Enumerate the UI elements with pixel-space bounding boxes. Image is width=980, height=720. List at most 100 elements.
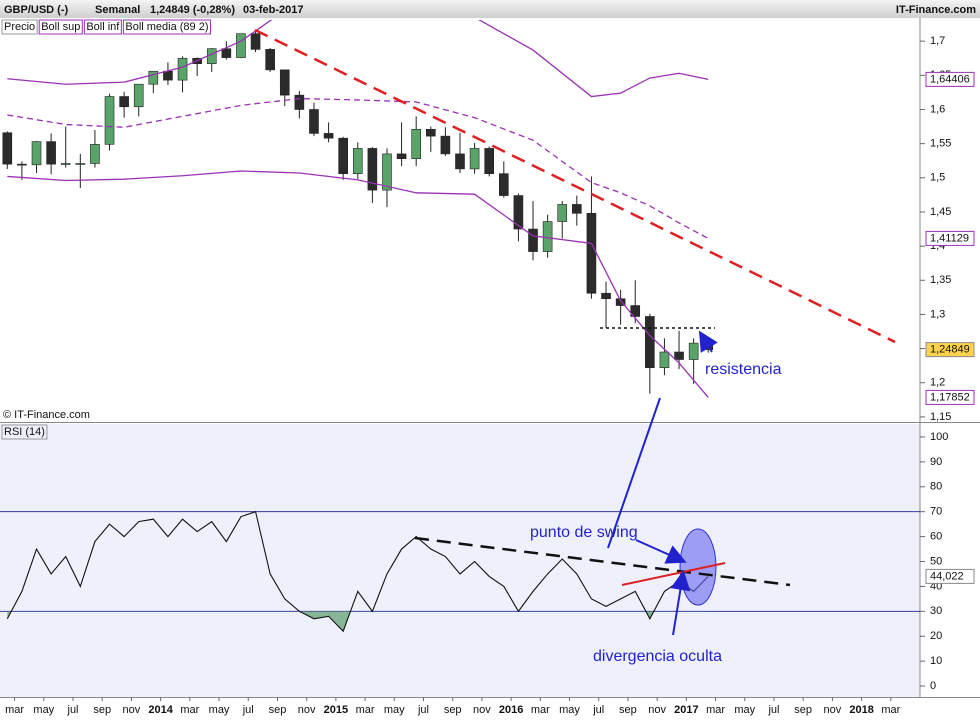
legend-box xyxy=(1,19,38,35)
x-tick-label: nov xyxy=(648,704,666,716)
y-tick-label: 1,2 xyxy=(930,377,945,389)
band-line xyxy=(7,20,709,98)
y-tick-label: 80 xyxy=(930,481,942,493)
arrow xyxy=(698,330,718,353)
x-tick-label: 2015 xyxy=(324,704,348,716)
y-tick-label: 10 xyxy=(930,655,942,667)
header-bar xyxy=(0,0,980,18)
date: 03-feb-2017 xyxy=(243,4,304,16)
candle-body xyxy=(31,141,42,166)
y-tick-label: 1,55 xyxy=(930,138,951,150)
y-tick-label: 0 xyxy=(930,680,936,692)
legend-label: Precio xyxy=(4,21,35,33)
panel-title-box xyxy=(1,424,48,440)
band-line xyxy=(7,170,709,398)
candle-body xyxy=(601,292,611,300)
candle-body xyxy=(250,33,261,50)
candle-body xyxy=(133,83,144,108)
value-label: 1,64406 xyxy=(930,73,970,85)
y-tick-label: 1,7 xyxy=(930,35,945,47)
price-plot xyxy=(2,20,714,398)
arrow xyxy=(635,539,687,564)
x-tick-label: jul xyxy=(242,704,254,716)
x-tick-label: sep xyxy=(93,704,111,716)
candle-body xyxy=(396,153,407,159)
value-label-box xyxy=(925,568,975,584)
candle-body xyxy=(265,49,275,71)
x-tick-label: jul xyxy=(592,704,604,716)
candle-body xyxy=(572,204,582,214)
brand: IT-Finance.com xyxy=(896,4,976,16)
trend-line xyxy=(254,28,896,344)
x-tick-label: nov xyxy=(473,704,491,716)
candle-body xyxy=(148,70,159,85)
candle-body xyxy=(688,342,699,360)
x-tick-label: 2018 xyxy=(849,704,873,716)
y-tick-label: 30 xyxy=(930,605,942,617)
x-tick-label: sep xyxy=(619,704,637,716)
annotation: resistencia xyxy=(705,361,782,378)
candle-body xyxy=(46,141,56,165)
quote: 1,24849 (-0,28%) xyxy=(150,4,235,16)
candle-body xyxy=(542,221,553,252)
candle-body xyxy=(586,213,597,294)
x-tick-label: may xyxy=(384,704,405,716)
x-tick-label: mar xyxy=(531,704,550,716)
axes: 1,151,21,251,31,351,41,451,51,551,61,651… xyxy=(1,19,975,716)
y-tick-label: 1,45 xyxy=(930,206,951,218)
x-tick-label: jul xyxy=(417,704,429,716)
value-label-box xyxy=(925,342,975,358)
candle-body xyxy=(674,351,684,360)
candle-body xyxy=(338,137,348,175)
rsi-line xyxy=(6,510,709,633)
x-tick-label: 2016 xyxy=(499,704,523,716)
candle-body xyxy=(425,129,436,137)
candle-body xyxy=(528,228,538,252)
y-tick-label: 60 xyxy=(930,530,942,542)
period: Semanal xyxy=(95,4,140,16)
candle-body xyxy=(645,316,655,369)
candle-body xyxy=(557,204,568,222)
candle-body xyxy=(484,148,495,175)
y-tick-label: 1,5 xyxy=(930,172,945,184)
x-tick-label: mar xyxy=(881,704,900,716)
legend-label: Boll sup xyxy=(41,21,80,33)
candle-body xyxy=(119,96,129,108)
legend-box xyxy=(38,19,83,35)
candle-body xyxy=(2,132,13,165)
legend-label: Boll inf xyxy=(86,21,120,33)
value-label-box xyxy=(925,389,975,405)
x-tick-label: may xyxy=(734,704,755,716)
candle-body xyxy=(659,351,670,369)
y-tick-label: 90 xyxy=(930,456,942,468)
legend-box xyxy=(122,19,212,35)
y-tick-label: 20 xyxy=(930,630,942,642)
candle-body xyxy=(469,148,480,170)
x-tick-label: mar xyxy=(356,704,375,716)
candle-body xyxy=(221,48,232,58)
x-tick-label: nov xyxy=(123,704,141,716)
candle-body xyxy=(17,163,27,166)
x-tick-label: jul xyxy=(67,704,79,716)
x-tick-label: 2017 xyxy=(674,704,698,716)
y-tick-label: 50 xyxy=(930,555,942,567)
candle-body xyxy=(75,163,86,165)
annotation: punto de swing xyxy=(530,524,638,541)
candle-body xyxy=(367,148,378,191)
y-tick-label: 1,6 xyxy=(930,103,945,115)
value-label-box xyxy=(925,230,975,246)
panel-title: RSI (14) xyxy=(4,426,45,438)
x-tick-label: nov xyxy=(824,704,842,716)
x-tick-label: nov xyxy=(298,704,316,716)
x-tick-label: sep xyxy=(794,704,812,716)
x-tick-label: may xyxy=(209,704,230,716)
value-label: 1,24849 xyxy=(930,344,970,356)
rsi-background xyxy=(0,424,920,697)
candle-body xyxy=(615,298,626,306)
x-tick-label: 2014 xyxy=(148,704,173,716)
candle-body xyxy=(104,96,115,145)
candle-body xyxy=(236,33,246,58)
y-tick-label: 70 xyxy=(930,506,942,518)
candle-body xyxy=(499,173,509,196)
